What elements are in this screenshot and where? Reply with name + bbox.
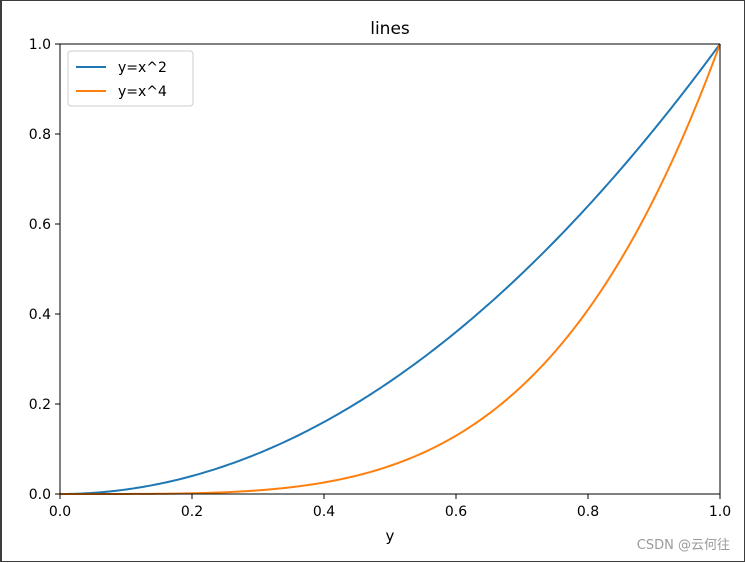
- y-tick-label: 1.0: [29, 37, 51, 53]
- y-tick-label: 0.0: [29, 487, 51, 503]
- x-tick-label: 1.0: [709, 504, 731, 520]
- watermark-text: CSDN @云何往: [636, 538, 730, 553]
- y-tick-label: 0.8: [29, 127, 51, 143]
- y-tick-label: 0.2: [29, 397, 51, 413]
- series-line-1: [59, 43, 721, 495]
- y-tick-label: 0.6: [29, 217, 51, 233]
- x-tick-label: 0.6: [445, 504, 467, 520]
- chart-title: lines: [370, 19, 410, 39]
- x-tick-label: 0.4: [313, 504, 335, 520]
- x-axis-label: y: [386, 527, 395, 545]
- legend-label-1: y=x^2: [118, 60, 167, 76]
- legend-box: [67, 50, 194, 107]
- x-tick-label: 0.8: [577, 504, 599, 520]
- x-tick-label: 0.2: [181, 504, 203, 520]
- legend-label-2: y=x^4: [118, 84, 167, 100]
- plot-area: [60, 44, 720, 494]
- y-tick-label: 0.4: [29, 307, 51, 323]
- x-tick-label: 0.0: [49, 504, 71, 520]
